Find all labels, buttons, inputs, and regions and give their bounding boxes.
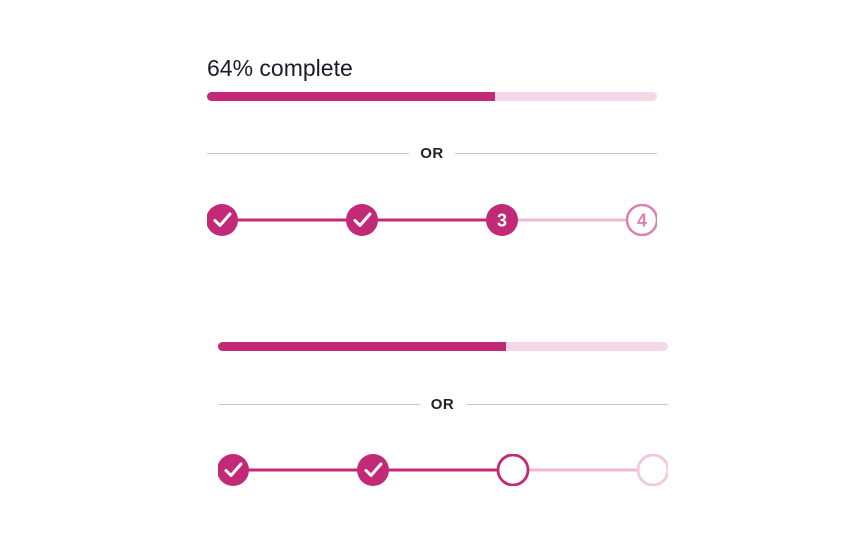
svg-text:4: 4 — [637, 211, 647, 231]
svg-text:3: 3 — [497, 211, 507, 231]
